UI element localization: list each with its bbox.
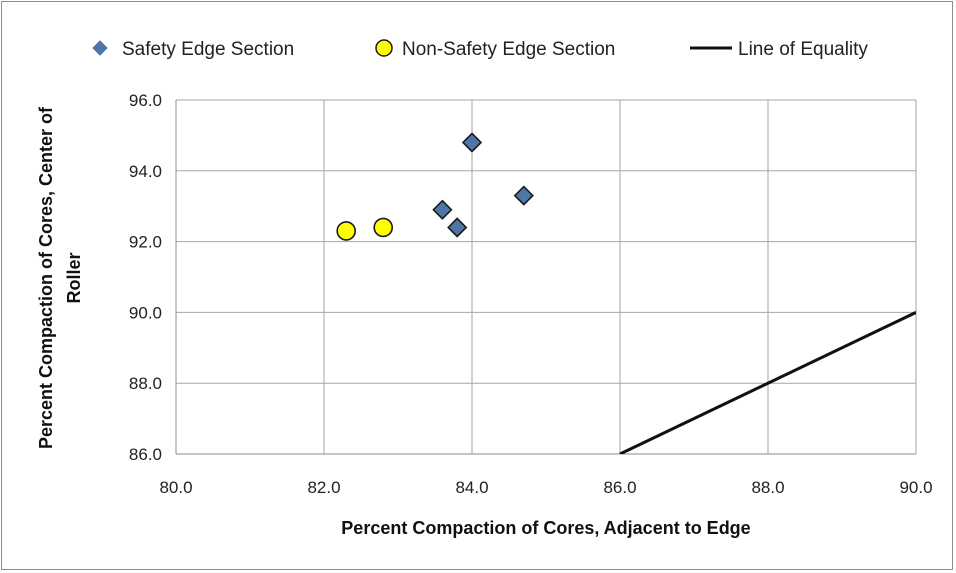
legend-diamond-icon <box>92 40 108 56</box>
x-tick-label: 84.0 <box>455 478 488 497</box>
x-tick-label: 80.0 <box>159 478 192 497</box>
non-safety-edge-point <box>336 221 357 241</box>
y-tick-label: 86.0 <box>129 445 162 464</box>
legend-label: Safety Edge Section <box>122 39 294 60</box>
line-of-equality <box>619 311 916 454</box>
y-tick-label: 88.0 <box>129 374 162 393</box>
safety-edge-point <box>461 132 483 153</box>
x-tick-label: 90.0 <box>899 478 932 497</box>
y-tick-label: 90.0 <box>129 303 162 322</box>
legend-circle-icon <box>375 39 393 57</box>
x-axis-title: Percent Compaction of Cores, Adjacent to… <box>341 518 750 538</box>
legend-label: Line of Equality <box>738 39 868 60</box>
y-tick-label: 96.0 <box>129 91 162 110</box>
safety-edge-point <box>447 217 468 238</box>
non-safety-edge-point <box>373 217 394 238</box>
y-axis-title: Percent Compaction of Cores, Center of Ro… <box>36 106 84 449</box>
x-tick-label: 88.0 <box>751 478 784 497</box>
legend: Safety Edge Section Non-Safety Edge Secti… <box>92 39 868 60</box>
x-tick-label: 86.0 <box>603 478 636 497</box>
data-marks <box>336 132 916 454</box>
axes <box>175 100 916 455</box>
grid <box>175 99 917 455</box>
y-tick-label: 92.0 <box>129 233 162 252</box>
legend-label: Non-Safety Edge Section <box>402 39 615 60</box>
tick-labels: 86.0 88.0 90.0 92.0 94.0 96.0 80.0 82.0 84.0 86.0… <box>129 91 933 497</box>
safety-edge-point <box>513 185 534 206</box>
y-tick-label: 94.0 <box>129 162 162 181</box>
x-tick-label: 82.0 <box>307 478 340 497</box>
safety-edge-point <box>432 199 453 220</box>
